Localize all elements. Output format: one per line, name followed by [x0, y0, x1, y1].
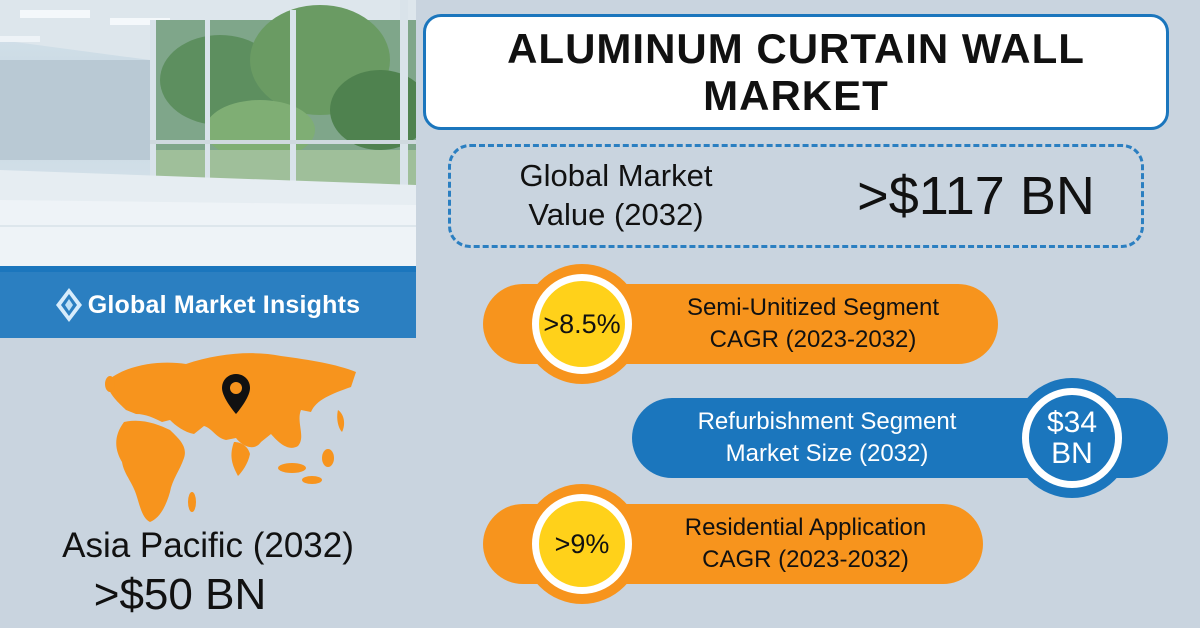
- world-map: [105, 353, 356, 522]
- global-value-label: Global Market Value (2032): [471, 157, 761, 235]
- stat-2-badge: $34 BN: [1022, 388, 1122, 488]
- stat-2-text: Refurbishment Segment Market Size (2032): [642, 398, 1012, 478]
- global-value-box: Global Market Value (2032) >$117 BN: [448, 144, 1144, 248]
- stat-1-badge: >8.5%: [532, 274, 632, 374]
- stat-3-text: Residential Application CAGR (2023-2032): [633, 504, 978, 584]
- global-value-amount: >$117 BN: [857, 166, 1095, 226]
- stat-2-line-1: Refurbishment Segment: [697, 407, 957, 435]
- stat-1-line-1: Semi-Unitized Segment: [686, 293, 940, 321]
- stat-3-line-2: CAGR (2023-2032): [702, 546, 909, 573]
- title-line-2: MARKET: [703, 72, 889, 119]
- title-line-1: ALUMINUM CURTAIN WALL: [507, 24, 1085, 72]
- stat-2-line-2: Market Size (2032): [725, 440, 929, 467]
- brand-name: Global Market Insights: [87, 290, 361, 319]
- global-value-label-line-2: Value (2032): [528, 196, 704, 232]
- region-title: Asia Pacific (2032): [62, 526, 354, 565]
- location-pin-icon: [222, 374, 250, 414]
- title-box: ALUMINUM CURTAIN WALL MARKET: [423, 14, 1169, 130]
- stat-1-text: Semi-Unitized Segment CAGR (2023-2032): [633, 284, 993, 364]
- global-value-label-line-1: Global Market: [519, 158, 713, 193]
- stat-2-badge-line-1: $34: [1046, 405, 1098, 439]
- page-title: ALUMINUM CURTAIN WALL MARKET: [507, 25, 1085, 119]
- diamond-logo-icon: [55, 288, 82, 322]
- region-value: >$50 BN: [93, 570, 267, 619]
- stat-2-badge-line-2: BN: [1051, 437, 1093, 470]
- brand-bar: Global Market Insights: [0, 272, 416, 338]
- stat-1-line-2: CAGR (2023-2032): [709, 326, 917, 353]
- hero-photo: [0, 0, 416, 272]
- stat-3-badge: >9%: [532, 494, 632, 594]
- stat-3-line-1: Residential Application: [684, 513, 927, 541]
